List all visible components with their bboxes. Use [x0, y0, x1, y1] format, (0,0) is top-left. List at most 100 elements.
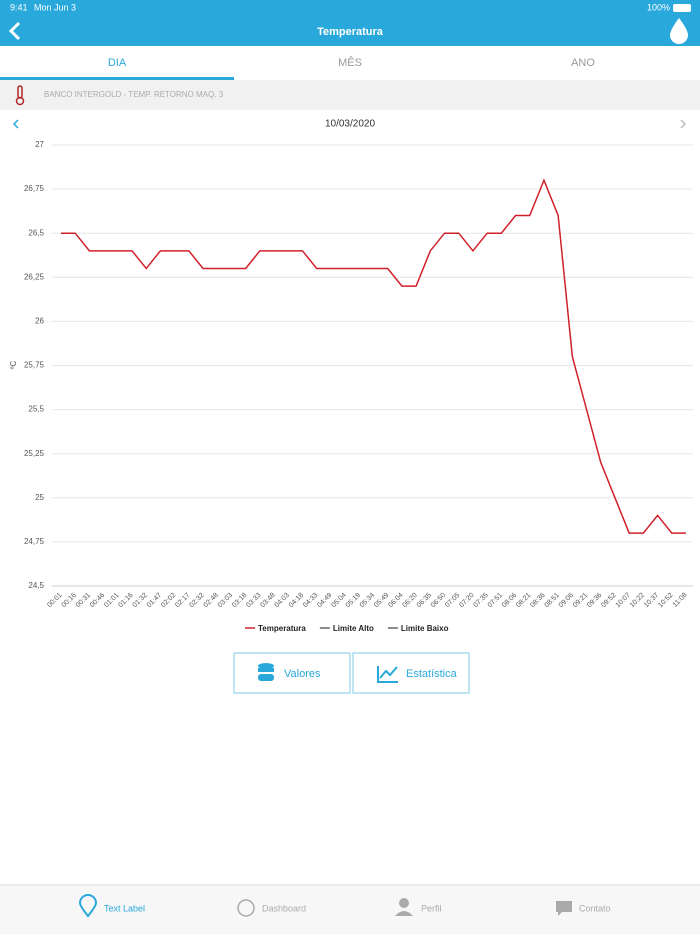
x-tick-label: 10:07	[615, 592, 632, 609]
x-tick-label: 05:04	[330, 592, 347, 609]
x-tick-label: 04:49	[316, 592, 333, 609]
tab[interactable]: ANO	[571, 57, 595, 69]
x-tick-label: 10:52	[657, 592, 674, 609]
tab-bar-item[interactable]: Contato	[579, 903, 611, 913]
header-title: Temperatura	[317, 26, 384, 38]
x-tick-label: 03:48	[259, 592, 276, 609]
legend-label: Temperatura	[258, 624, 306, 633]
x-tick-label: 02:32	[188, 592, 205, 609]
x-tick-label: 10:37	[643, 592, 660, 609]
tab-bar-item[interactable]: Text Label	[104, 903, 145, 913]
status-date: Mon Jun 3	[34, 2, 76, 12]
tab-icon	[237, 899, 255, 917]
legend-label: Limite Baixo	[401, 624, 449, 633]
thermometer-bulb	[15, 96, 25, 106]
x-tick-label: 09:36	[586, 592, 603, 609]
x-tick-label: 02:48	[203, 592, 220, 609]
button-label: Valores	[284, 668, 321, 680]
y-tick-label: 27	[35, 140, 44, 149]
next-date[interactable]	[680, 119, 687, 129]
x-tick-label: 09:21	[572, 592, 589, 609]
x-tick-label: 08:36	[529, 592, 546, 609]
battery-icon	[673, 4, 691, 12]
status-battery: 100%	[647, 2, 670, 12]
chart: 24,5 24,75 25 25,25 25,5 25,75 26 26,25 26,5 26,7…	[9, 140, 693, 633]
x-tick-label: 04:18	[288, 592, 305, 609]
x-tick-label: 04:03	[274, 592, 291, 609]
x-tick-label: 10:22	[629, 592, 646, 609]
button[interactable]	[233, 652, 351, 694]
x-tick-label: 00:46	[89, 592, 106, 609]
tab-icon	[78, 894, 98, 918]
y-axis-label: ºC	[9, 360, 18, 369]
x-tick-label: 06:50	[430, 592, 447, 609]
x-tick-label: 09:06	[558, 592, 575, 609]
y-tick-label: 24,5	[28, 581, 44, 590]
status-time: 9:41	[10, 2, 28, 12]
tab-icon	[399, 898, 409, 908]
x-tick-label: 02:17	[174, 592, 191, 609]
x-tick-label: 00:31	[75, 592, 92, 609]
x-tick-label: 08:51	[544, 592, 561, 609]
database-icon	[258, 663, 274, 669]
chart-icon	[377, 666, 398, 683]
tab-bar-item[interactable]: Perfil	[421, 903, 442, 913]
x-tick-label: 08:06	[501, 592, 518, 609]
x-tick-label: 08:21	[515, 592, 532, 609]
database-icon	[258, 674, 274, 681]
x-tick-label: 09:52	[600, 592, 617, 609]
line	[61, 178, 686, 534]
date: 10/03/2020	[325, 119, 375, 130]
y-tick-label: 26,25	[24, 272, 45, 281]
tab-indicator	[0, 77, 234, 80]
x-tick-label: 03:33	[245, 592, 262, 609]
y-tick-label: 25,5	[28, 405, 44, 414]
tab[interactable]: MÊS	[338, 56, 362, 69]
x-tick-label: 02:02	[160, 592, 177, 609]
x-tick-label: 05:34	[359, 592, 376, 609]
tabs	[0, 46, 700, 80]
tab-icon	[556, 901, 572, 916]
tab-bar	[0, 885, 700, 934]
device-bar	[0, 80, 700, 110]
x-tick-label: 05:19	[345, 592, 362, 609]
prev-date[interactable]	[12, 119, 19, 129]
x-tick-label: 11:08	[672, 592, 689, 609]
database-icon	[258, 668, 274, 672]
x-tick-label: 01:16	[117, 592, 134, 609]
x-tick-label: 07:51	[487, 592, 504, 609]
y-tick-label: 25,75	[24, 361, 45, 370]
x-tick-label: 04:33	[302, 592, 319, 609]
button[interactable]	[352, 652, 470, 694]
y-tick-label: 25	[35, 493, 44, 502]
x-tick-label: 01:47	[146, 592, 163, 609]
button-label: Estatística	[406, 668, 458, 680]
x-tick-label: 05:49	[373, 592, 390, 609]
x-tick-label: 03:03	[217, 592, 234, 609]
tab[interactable]: DIA	[108, 57, 127, 69]
x-tick-label: 06:35	[416, 592, 433, 609]
y-tick-label: 26,75	[24, 184, 45, 193]
x-tick-label: 07:05	[444, 592, 461, 609]
tab-icon	[395, 911, 413, 916]
x-tick-label: 01:32	[132, 592, 149, 609]
y-tick-label: 25,25	[24, 449, 45, 458]
x-tick-label: 07:35	[473, 592, 490, 609]
app-logo	[670, 18, 688, 44]
tab-bar-item[interactable]: Dashboard	[262, 903, 306, 913]
x-tick-label: 03:18	[231, 592, 248, 609]
legend-label: Limite Alto	[333, 624, 374, 633]
y-tick-label: 26	[35, 317, 44, 326]
x-tick-label: 00:01	[46, 592, 63, 609]
x-tick-label: 06:04	[387, 592, 404, 609]
device-name: BANCO INTERGOLD - TEMP. RETORNO MAQ. 3	[44, 90, 224, 99]
header-bar	[0, 0, 700, 46]
y-tick-label: 26,5	[28, 228, 44, 237]
x-tick-label: 01:01	[103, 592, 120, 609]
back-button[interactable]	[8, 21, 21, 41]
x-tick-label: 07:20	[458, 592, 475, 609]
x-tick-label: 00:16	[61, 592, 78, 609]
x-tick-label: 06:20	[401, 592, 418, 609]
